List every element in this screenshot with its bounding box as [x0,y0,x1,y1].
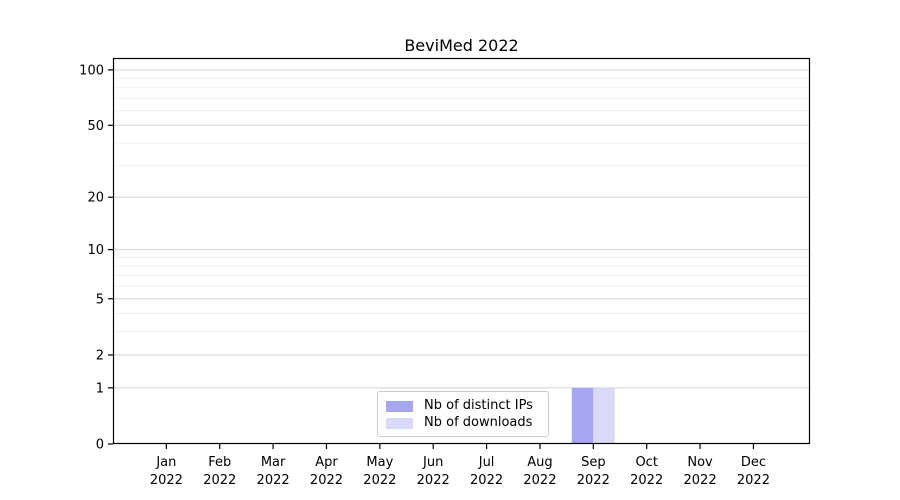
x-tick-label-month: Jul [478,455,495,470]
x-tick-label-year: 2022 [523,473,556,488]
x-tick-label-month: Dec [741,455,766,470]
x-tick-label-month: Sep [581,455,606,470]
legend-label-distinct-ips: Nb of distinct IPs [424,398,533,413]
chart-title: BeviMed 2022 [404,36,518,55]
x-tick-label-month: Jan [155,455,176,470]
x-tick-label-month: Nov [687,455,713,470]
legend-swatch-distinct-ips [386,400,413,412]
x-tick-label-year: 2022 [737,473,770,488]
y-tick-label: 5 [96,292,104,307]
legend-item-downloads: Nb of downloads [386,415,540,431]
x-tick-label-month: Jun [422,455,443,470]
x-tick-label-month: Aug [527,455,552,470]
x-tick-label-year: 2022 [363,473,396,488]
y-tick-label: 20 [87,191,104,206]
x-tick-label-year: 2022 [417,473,450,488]
bar-distinct-ips-sep [571,387,594,444]
x-tick-label-year: 2022 [630,473,663,488]
legend-item-distinct-ips: Nb of distinct IPs [386,398,540,414]
legend: Nb of distinct IPs Nb of downloads [377,391,549,437]
x-tick-label-month: May [366,455,393,470]
x-tick-label-month: Oct [635,455,657,470]
x-tick-label-year: 2022 [150,473,183,488]
y-tick-label: 100 [79,63,104,78]
legend-label-downloads: Nb of downloads [424,415,533,430]
x-tick-label-year: 2022 [577,473,610,488]
y-tick-label: 1 [96,381,104,396]
x-tick-label-year: 2022 [203,473,236,488]
x-tick-label-month: Mar [261,455,286,470]
x-tick-label-month: Apr [315,455,338,470]
x-tick-label-year: 2022 [470,473,503,488]
x-tick-label-year: 2022 [310,473,343,488]
legend-swatch-downloads [386,417,413,429]
x-tick-label-year: 2022 [257,473,290,488]
bar-downloads-sep [593,387,615,444]
x-tick-label-month: Feb [208,455,231,470]
y-tick-label: 50 [87,119,104,134]
plot-border [112,57,811,445]
y-tick-label: 0 [96,438,104,453]
x-tick-label-year: 2022 [684,473,717,488]
y-tick-label: 2 [96,348,104,363]
y-tick-label: 10 [87,243,104,258]
